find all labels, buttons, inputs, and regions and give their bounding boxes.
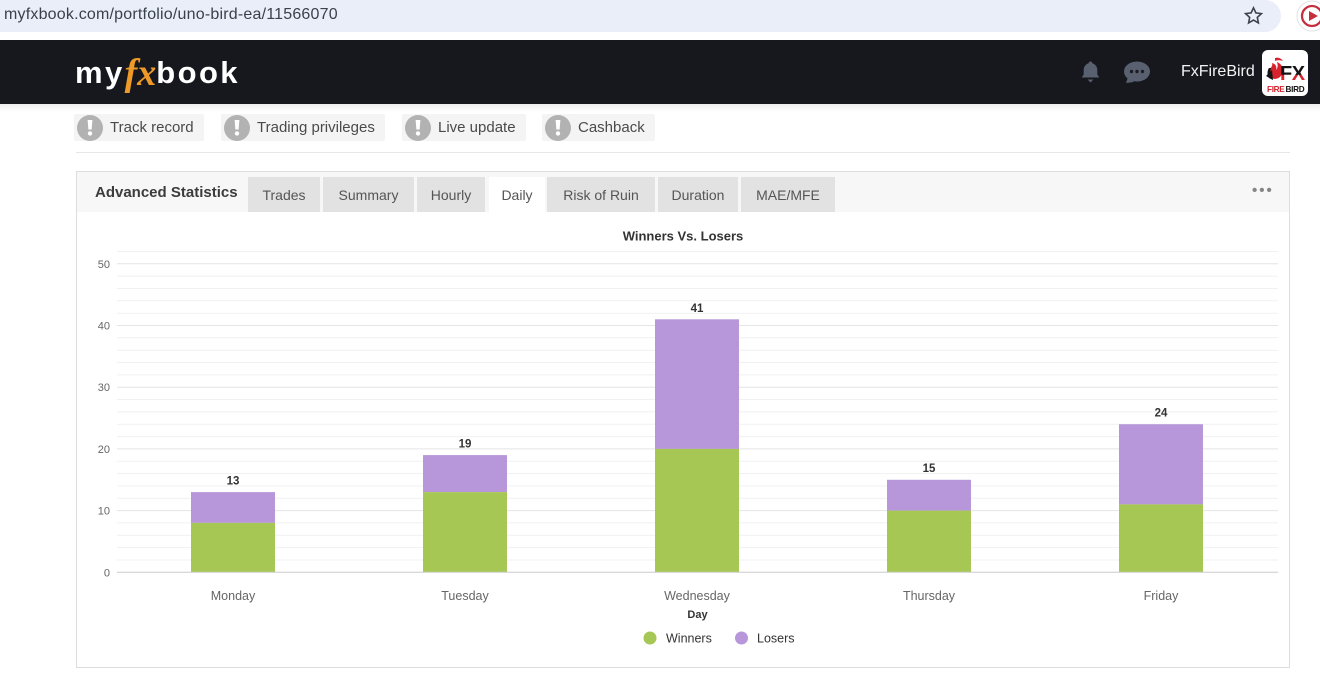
svg-text:Winners Vs. Losers: Winners Vs. Losers (623, 229, 744, 244)
svg-text:15: 15 (923, 463, 936, 475)
svg-text:Day: Day (687, 609, 708, 621)
svg-text:Wednesday: Wednesday (664, 589, 731, 603)
svg-text:30: 30 (98, 382, 110, 394)
svg-text:Monday: Monday (211, 589, 256, 603)
svg-text:Friday: Friday (1144, 589, 1179, 603)
svg-text:0: 0 (104, 567, 110, 579)
svg-text:20: 20 (98, 444, 110, 456)
svg-text:40: 40 (98, 321, 110, 333)
svg-text:Losers: Losers (757, 632, 795, 646)
svg-text:50: 50 (98, 259, 110, 271)
svg-text:FIRE: FIRE (1267, 85, 1285, 94)
svg-text:10: 10 (98, 506, 110, 518)
svg-text:FX: FX (1280, 63, 1306, 85)
svg-text:19: 19 (459, 439, 472, 451)
svg-text:Tuesday: Tuesday (441, 589, 489, 603)
svg-text:13: 13 (227, 476, 240, 488)
svg-text:24: 24 (1155, 408, 1168, 420)
svg-text:Winners: Winners (666, 632, 712, 646)
svg-text:BIRD: BIRD (1286, 85, 1305, 94)
svg-text:41: 41 (691, 303, 704, 315)
svg-text:Thursday: Thursday (903, 589, 956, 603)
